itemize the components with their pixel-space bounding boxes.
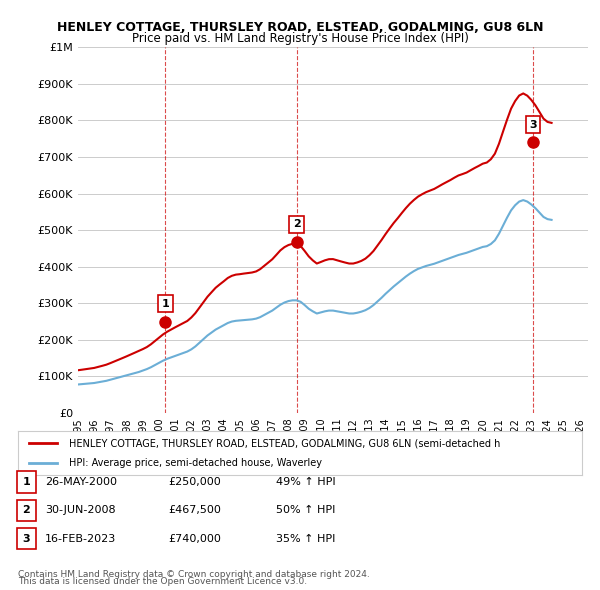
Text: HENLEY COTTAGE, THURSLEY ROAD, ELSTEAD, GODALMING, GU8 6LN (semi-detached h: HENLEY COTTAGE, THURSLEY ROAD, ELSTEAD, …: [69, 438, 500, 448]
Text: 30-JUN-2008: 30-JUN-2008: [45, 506, 116, 515]
Text: Price paid vs. HM Land Registry's House Price Index (HPI): Price paid vs. HM Land Registry's House …: [131, 32, 469, 45]
Text: Contains HM Land Registry data © Crown copyright and database right 2024.: Contains HM Land Registry data © Crown c…: [18, 571, 370, 579]
Text: 3: 3: [23, 534, 30, 543]
Text: HENLEY COTTAGE, THURSLEY ROAD, ELSTEAD, GODALMING, GU8 6LN: HENLEY COTTAGE, THURSLEY ROAD, ELSTEAD, …: [57, 21, 543, 34]
Text: 26-MAY-2000: 26-MAY-2000: [45, 477, 117, 487]
Text: HPI: Average price, semi-detached house, Waverley: HPI: Average price, semi-detached house,…: [69, 458, 322, 467]
Text: 2: 2: [293, 219, 301, 229]
Text: 1: 1: [23, 477, 30, 487]
Text: £250,000: £250,000: [168, 477, 221, 487]
Text: 50% ↑ HPI: 50% ↑ HPI: [276, 506, 335, 515]
Text: 2: 2: [23, 506, 30, 515]
Text: 35% ↑ HPI: 35% ↑ HPI: [276, 534, 335, 543]
Text: 3: 3: [529, 120, 537, 130]
Text: This data is licensed under the Open Government Licence v3.0.: This data is licensed under the Open Gov…: [18, 578, 307, 586]
Text: 1: 1: [161, 299, 169, 309]
Text: 49% ↑ HPI: 49% ↑ HPI: [276, 477, 335, 487]
Text: £740,000: £740,000: [168, 534, 221, 543]
Text: 16-FEB-2023: 16-FEB-2023: [45, 534, 116, 543]
Text: £467,500: £467,500: [168, 506, 221, 515]
